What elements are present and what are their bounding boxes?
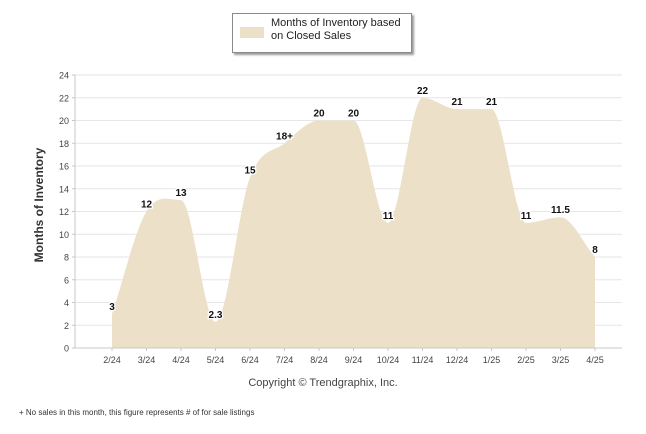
y-tick-label: 8 (64, 253, 69, 263)
legend: Months of Inventory based on Closed Sale… (232, 13, 412, 53)
data-label: 20 (348, 109, 360, 120)
copyright-text: Copyright © Trendgraphix, Inc. (248, 377, 398, 389)
x-tick-label: 9/24 (345, 355, 363, 365)
y-tick-label: 22 (59, 93, 69, 103)
data-label: 15 (244, 165, 256, 176)
area-fill (112, 97, 595, 348)
data-label: 21 (486, 97, 498, 108)
y-tick-label: 10 (59, 230, 69, 240)
y-tick-label: 0 (64, 344, 69, 354)
data-label: 18+ (276, 131, 293, 142)
x-tick-label: 5/24 (207, 355, 225, 365)
x-tick-label: 7/24 (276, 355, 294, 365)
data-labels: 3 12 13 2.3 15 18+ 20 20 11 22 21 21 11 11.5 8 (108, 85, 600, 323)
x-tick-label: 1/25 (483, 355, 501, 365)
x-tick-label: 2/25 (517, 355, 535, 365)
x-tick-label: 11/24 (412, 355, 434, 365)
data-label: 2.3 (209, 310, 223, 321)
data-label: 11 (521, 211, 532, 222)
x-tick-label: 4/24 (172, 355, 190, 365)
data-label: 8 (592, 245, 598, 256)
data-label: 22 (417, 86, 429, 97)
y-tick-label: 16 (59, 162, 69, 172)
legend-label: Months of Inventory based on Closed Sale… (271, 17, 401, 42)
x-tick-label: 12/24 (446, 355, 469, 365)
data-label: 12 (141, 200, 153, 211)
x-tick-label: 8/24 (310, 355, 328, 365)
footnote-text: + No sales in this month, this figure re… (19, 408, 255, 417)
y-tick-label: 20 (59, 116, 69, 126)
y-tick-label: 4 (64, 298, 69, 308)
area-series (112, 97, 595, 348)
y-tick-label: 18 (59, 139, 69, 149)
data-label: 11 (383, 211, 394, 222)
data-label: 11.5 (551, 205, 570, 216)
x-tick-label: 3/24 (138, 355, 156, 365)
y-axis-title: Months of Inventory (32, 147, 46, 262)
y-tick-label: 12 (59, 207, 69, 217)
y-tick-label: 14 (59, 184, 69, 194)
data-label: 20 (313, 109, 325, 120)
data-label: 13 (175, 188, 187, 199)
x-tick-label: 10/24 (377, 355, 400, 365)
x-tick-label: 2/24 (103, 355, 121, 365)
x-tick-label: 6/24 (241, 355, 259, 365)
data-label: 3 (109, 302, 115, 313)
x-tick-label: 3/25 (552, 355, 570, 365)
data-label: 21 (451, 97, 463, 108)
x-tick-label: 4/25 (586, 355, 604, 365)
y-tick-label: 6 (64, 275, 69, 285)
legend-swatch (240, 27, 264, 38)
y-tick-label: 2 (64, 321, 69, 331)
y-tick-label: 24 (59, 71, 69, 81)
